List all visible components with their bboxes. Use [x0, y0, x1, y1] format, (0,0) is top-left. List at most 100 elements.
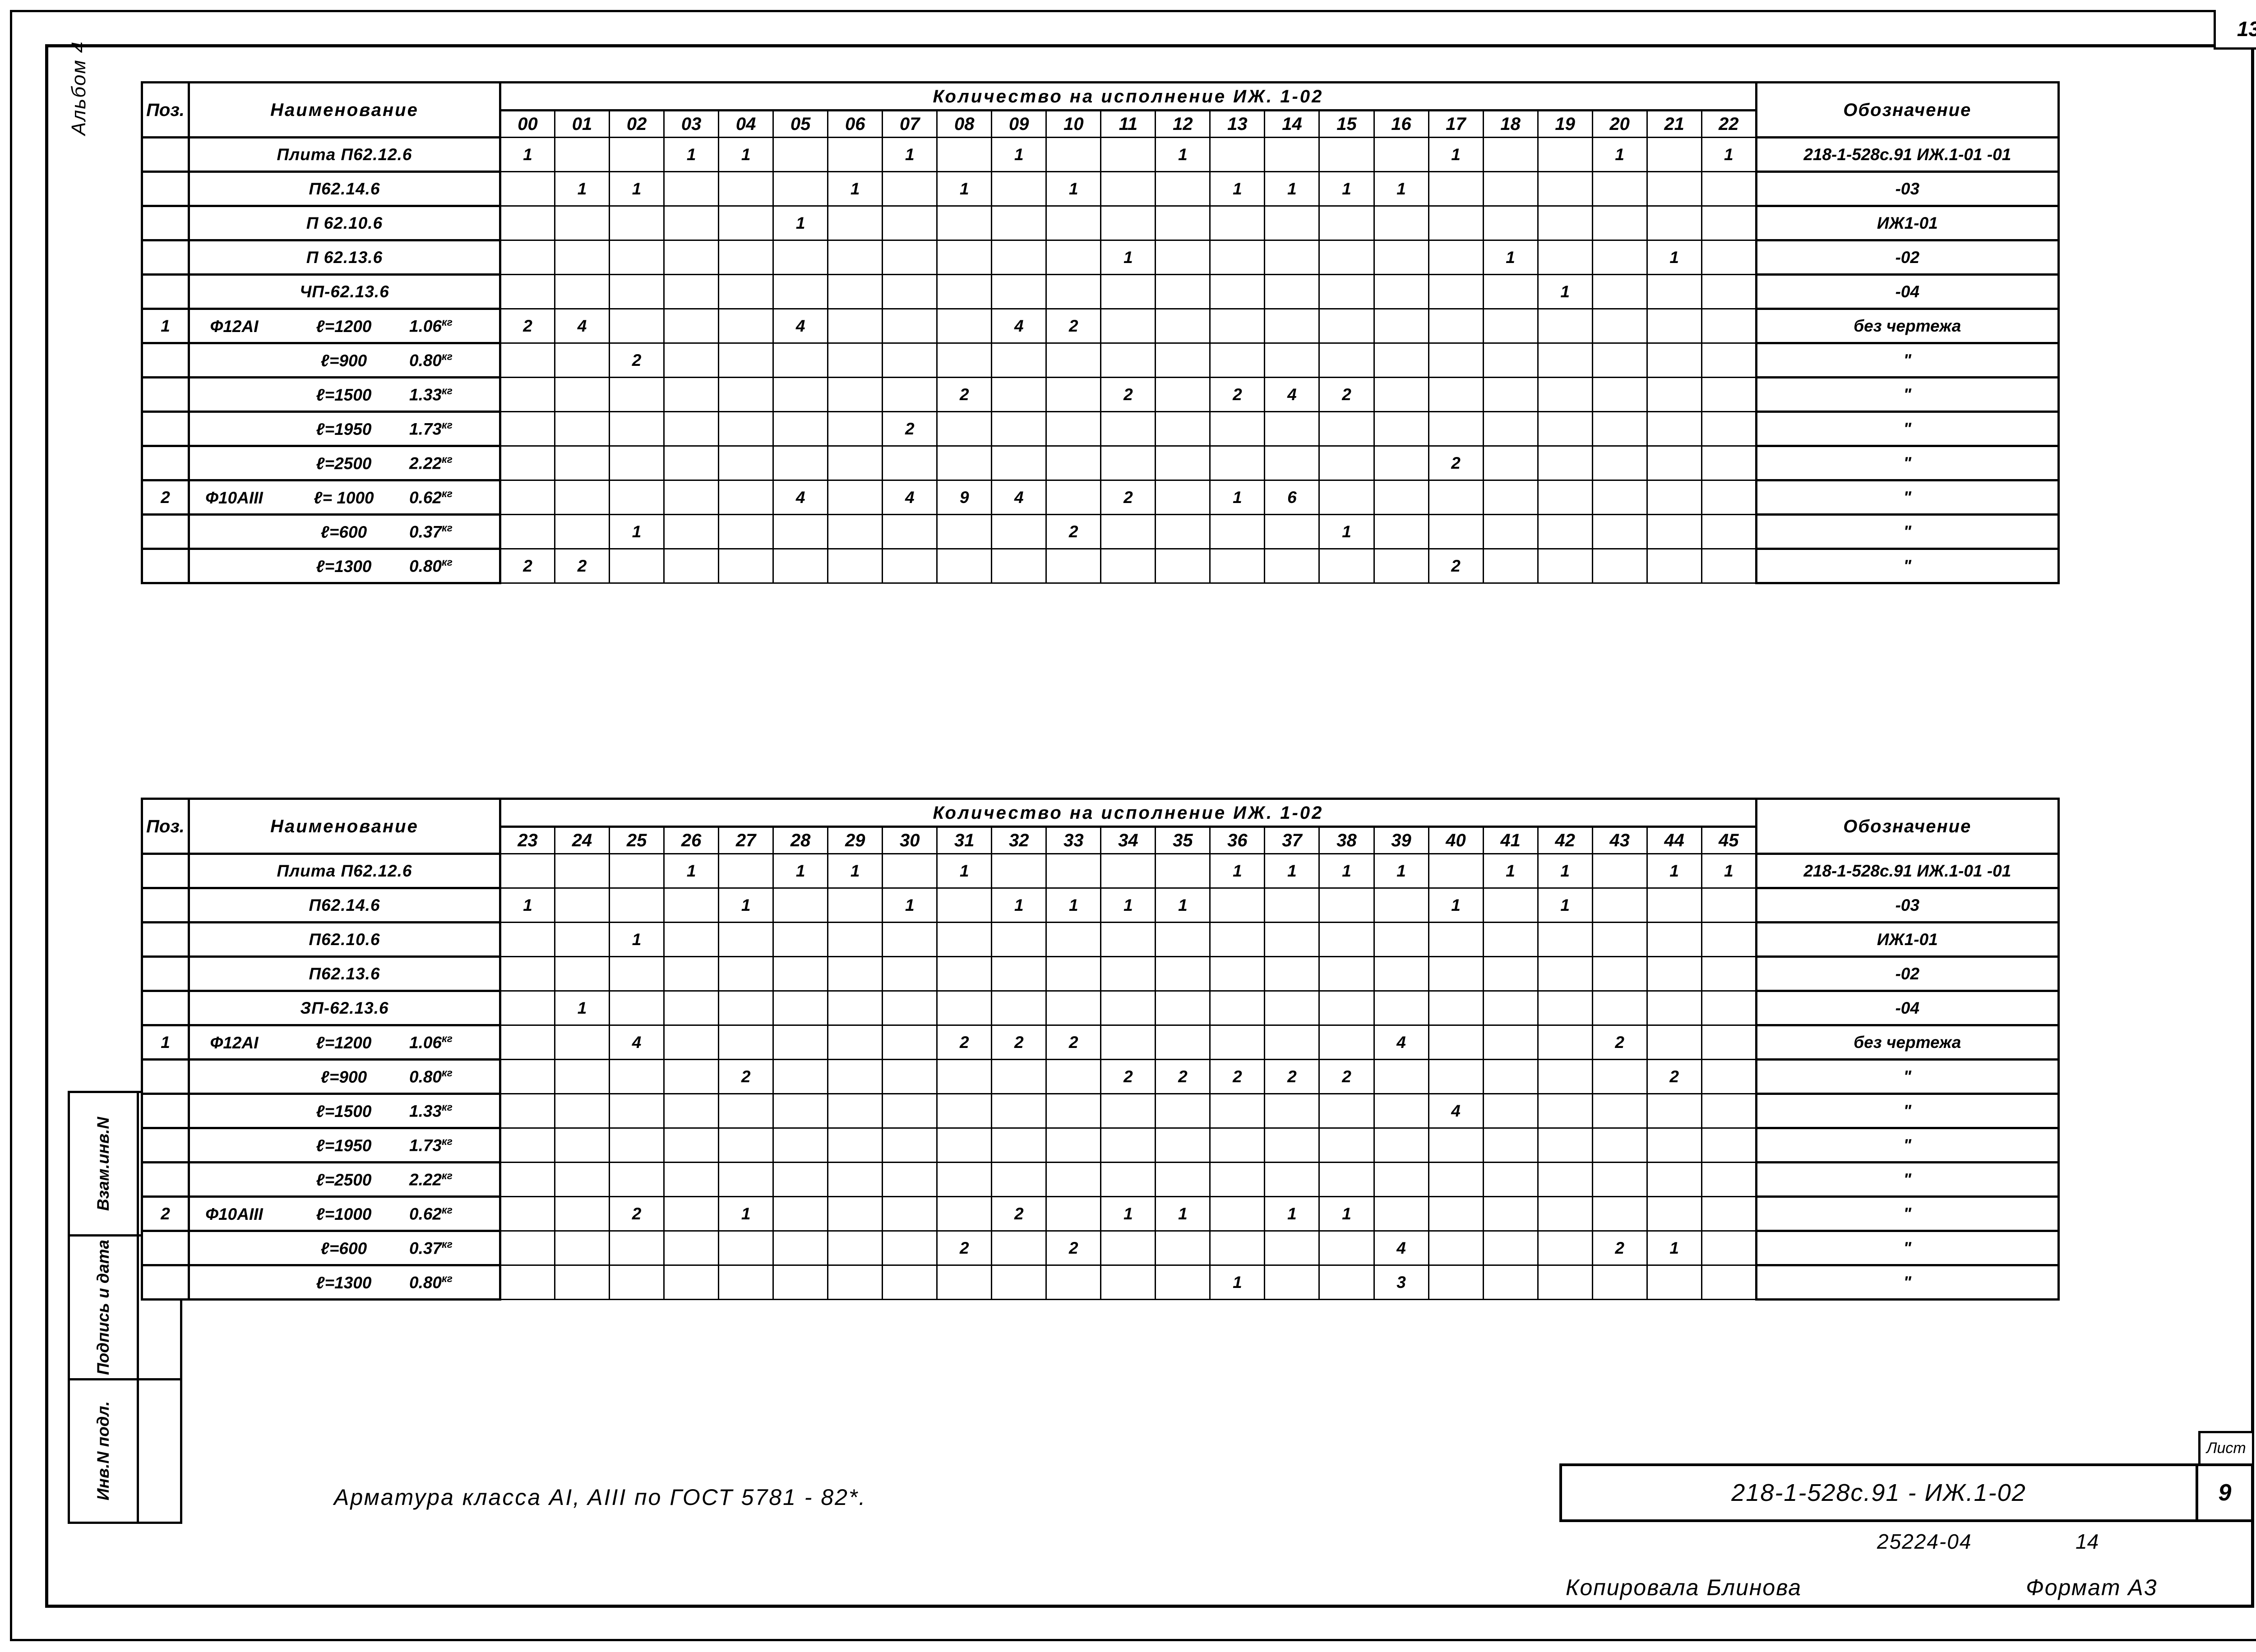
- cell-poz: [141, 376, 190, 413]
- cell-qty-38: 1: [1318, 853, 1375, 889]
- cell-qty-30: [882, 1024, 938, 1060]
- rebar-length: ℓ=600: [320, 1239, 367, 1258]
- cell-qty-07: [882, 171, 938, 207]
- cell-qty-17: 2: [1428, 548, 1484, 584]
- cell-qty-33: [1045, 922, 1102, 957]
- document-page-count: 14: [2076, 1530, 2099, 1553]
- rebar-mass: 0.80кг: [409, 1067, 453, 1086]
- cell-qty-27: [718, 956, 774, 992]
- cell-qty-06: [827, 274, 883, 309]
- cell-qty-11: 2: [1100, 480, 1156, 515]
- cell-qty-15: [1318, 445, 1375, 481]
- cell-qty-35: [1155, 1264, 1211, 1300]
- cell-designation: ИЖ1-01: [1755, 205, 2060, 241]
- rebar-length: ℓ=1200: [316, 1033, 372, 1052]
- cell-qty-18: [1482, 171, 1539, 207]
- cell-qty-35: [1155, 1162, 1211, 1197]
- cell-qty-04: [718, 171, 774, 207]
- cell-qty-04: [718, 342, 774, 378]
- rebar-mass: 0.62кг: [409, 1204, 453, 1223]
- cell-qty-37: [1264, 990, 1320, 1026]
- table-row: ℓ=2500 2.22кг ": [141, 1161, 2060, 1198]
- cell-qty-24: [554, 1230, 610, 1266]
- cell-qty-08: [936, 240, 993, 275]
- cell-qty-28: 1: [772, 853, 829, 889]
- cell-qty-30: [882, 1162, 938, 1197]
- table-row: Плита П62.12.6 1 1 1 1 1 1 1 1 1 1 1 1 218-1-528с.91 …: [141, 853, 2060, 889]
- cell-qty-31: [936, 956, 993, 992]
- cell-qty-03: [663, 342, 720, 378]
- cell-qty-31: [936, 1162, 993, 1197]
- cell-qty-44: [1646, 922, 1702, 957]
- cell-qty-40: [1428, 1162, 1484, 1197]
- cell-qty-06: [827, 480, 883, 515]
- cell-qty-30: [882, 1093, 938, 1129]
- header-col-21: 21: [1646, 110, 1702, 138]
- cell-qty-06: [827, 548, 883, 584]
- cell-qty-41: [1482, 1230, 1539, 1266]
- cell-qty-26: [663, 1059, 720, 1094]
- cell-qty-43: [1591, 853, 1648, 889]
- cell-qty-05: 4: [772, 480, 829, 515]
- cell-qty-18: [1482, 548, 1539, 584]
- header-col-02: 02: [609, 110, 665, 138]
- cell-qty-31: [936, 1093, 993, 1129]
- header-poz: Поз.: [141, 798, 190, 855]
- header-col-42: 42: [1537, 826, 1593, 854]
- rebar-mass: 0.37кг: [409, 1238, 453, 1258]
- cell-qty-20: [1591, 171, 1648, 207]
- table-row: ℓ=2500 2.22кг 2 ": [141, 445, 2060, 481]
- header-col-36: 36: [1209, 826, 1266, 854]
- cell-qty-04: [718, 240, 774, 275]
- cell-qty-05: [772, 411, 829, 447]
- cell-qty-02: [609, 308, 665, 344]
- table-row: ℓ=1950 1.73кг 2 ": [141, 411, 2060, 447]
- cell-poz: [141, 1230, 190, 1266]
- header-col-43: 43: [1591, 826, 1648, 854]
- cell-qty-14: 1: [1264, 171, 1320, 207]
- cell-qty-19: [1537, 480, 1593, 515]
- cell-qty-35: [1155, 853, 1211, 889]
- cell-qty-23: [499, 990, 556, 1026]
- cell-qty-24: [554, 1162, 610, 1197]
- cell-qty-39: [1373, 922, 1429, 957]
- cell-qty-20: [1591, 274, 1648, 309]
- rebar-length: ℓ=600: [320, 522, 367, 541]
- cell-qty-13: [1209, 411, 1266, 447]
- cell-qty-44: [1646, 990, 1702, 1026]
- cell-qty-32: [991, 1093, 1047, 1129]
- cell-designation: ": [1755, 1264, 2060, 1301]
- header-col-00: 00: [499, 110, 556, 138]
- cell-qty-29: [827, 990, 883, 1026]
- table-row: ℓ=1950 1.73кг ": [141, 1127, 2060, 1163]
- cell-qty-08: [936, 445, 993, 481]
- cell-qty-31: 1: [936, 853, 993, 889]
- cell-name: Ф12АI ℓ=1200 1.06кг: [188, 1024, 501, 1061]
- table-row: П62.13.6 -02: [141, 955, 2060, 992]
- cell-qty-02: [609, 274, 665, 309]
- cell-qty-30: [882, 990, 938, 1026]
- cell-name: Ф12АI ℓ=1200 1.06кг: [188, 308, 501, 344]
- cell-qty-13: [1209, 274, 1266, 309]
- header-col-08: 08: [936, 110, 993, 138]
- cell-qty-36: [1209, 1093, 1266, 1129]
- rebar-length: ℓ=1950: [316, 1136, 372, 1155]
- cell-designation: ": [1755, 548, 2060, 584]
- cell-qty-01: [554, 445, 610, 481]
- cell-qty-24: [554, 1093, 610, 1129]
- cell-qty-20: 1: [1591, 137, 1648, 172]
- cell-qty-45: [1701, 1024, 1757, 1060]
- cell-name: ℓ=600 0.37кг: [188, 513, 501, 550]
- cell-qty-14: [1264, 274, 1320, 309]
- cell-designation: ": [1755, 1161, 2060, 1198]
- cell-poz: 2: [141, 1195, 190, 1232]
- cell-qty-29: [827, 956, 883, 992]
- rebar-mass: 2.22кг: [409, 453, 453, 473]
- cell-qty-20: [1591, 205, 1648, 241]
- cell-qty-32: 1: [991, 887, 1047, 923]
- cell-qty-39: 4: [1373, 1024, 1429, 1060]
- cell-qty-21: [1646, 342, 1702, 378]
- cell-qty-18: [1482, 411, 1539, 447]
- header-name: Наименование: [188, 798, 501, 855]
- table-row: ℓ=1300 0.80кг 1 3 ": [141, 1264, 2060, 1301]
